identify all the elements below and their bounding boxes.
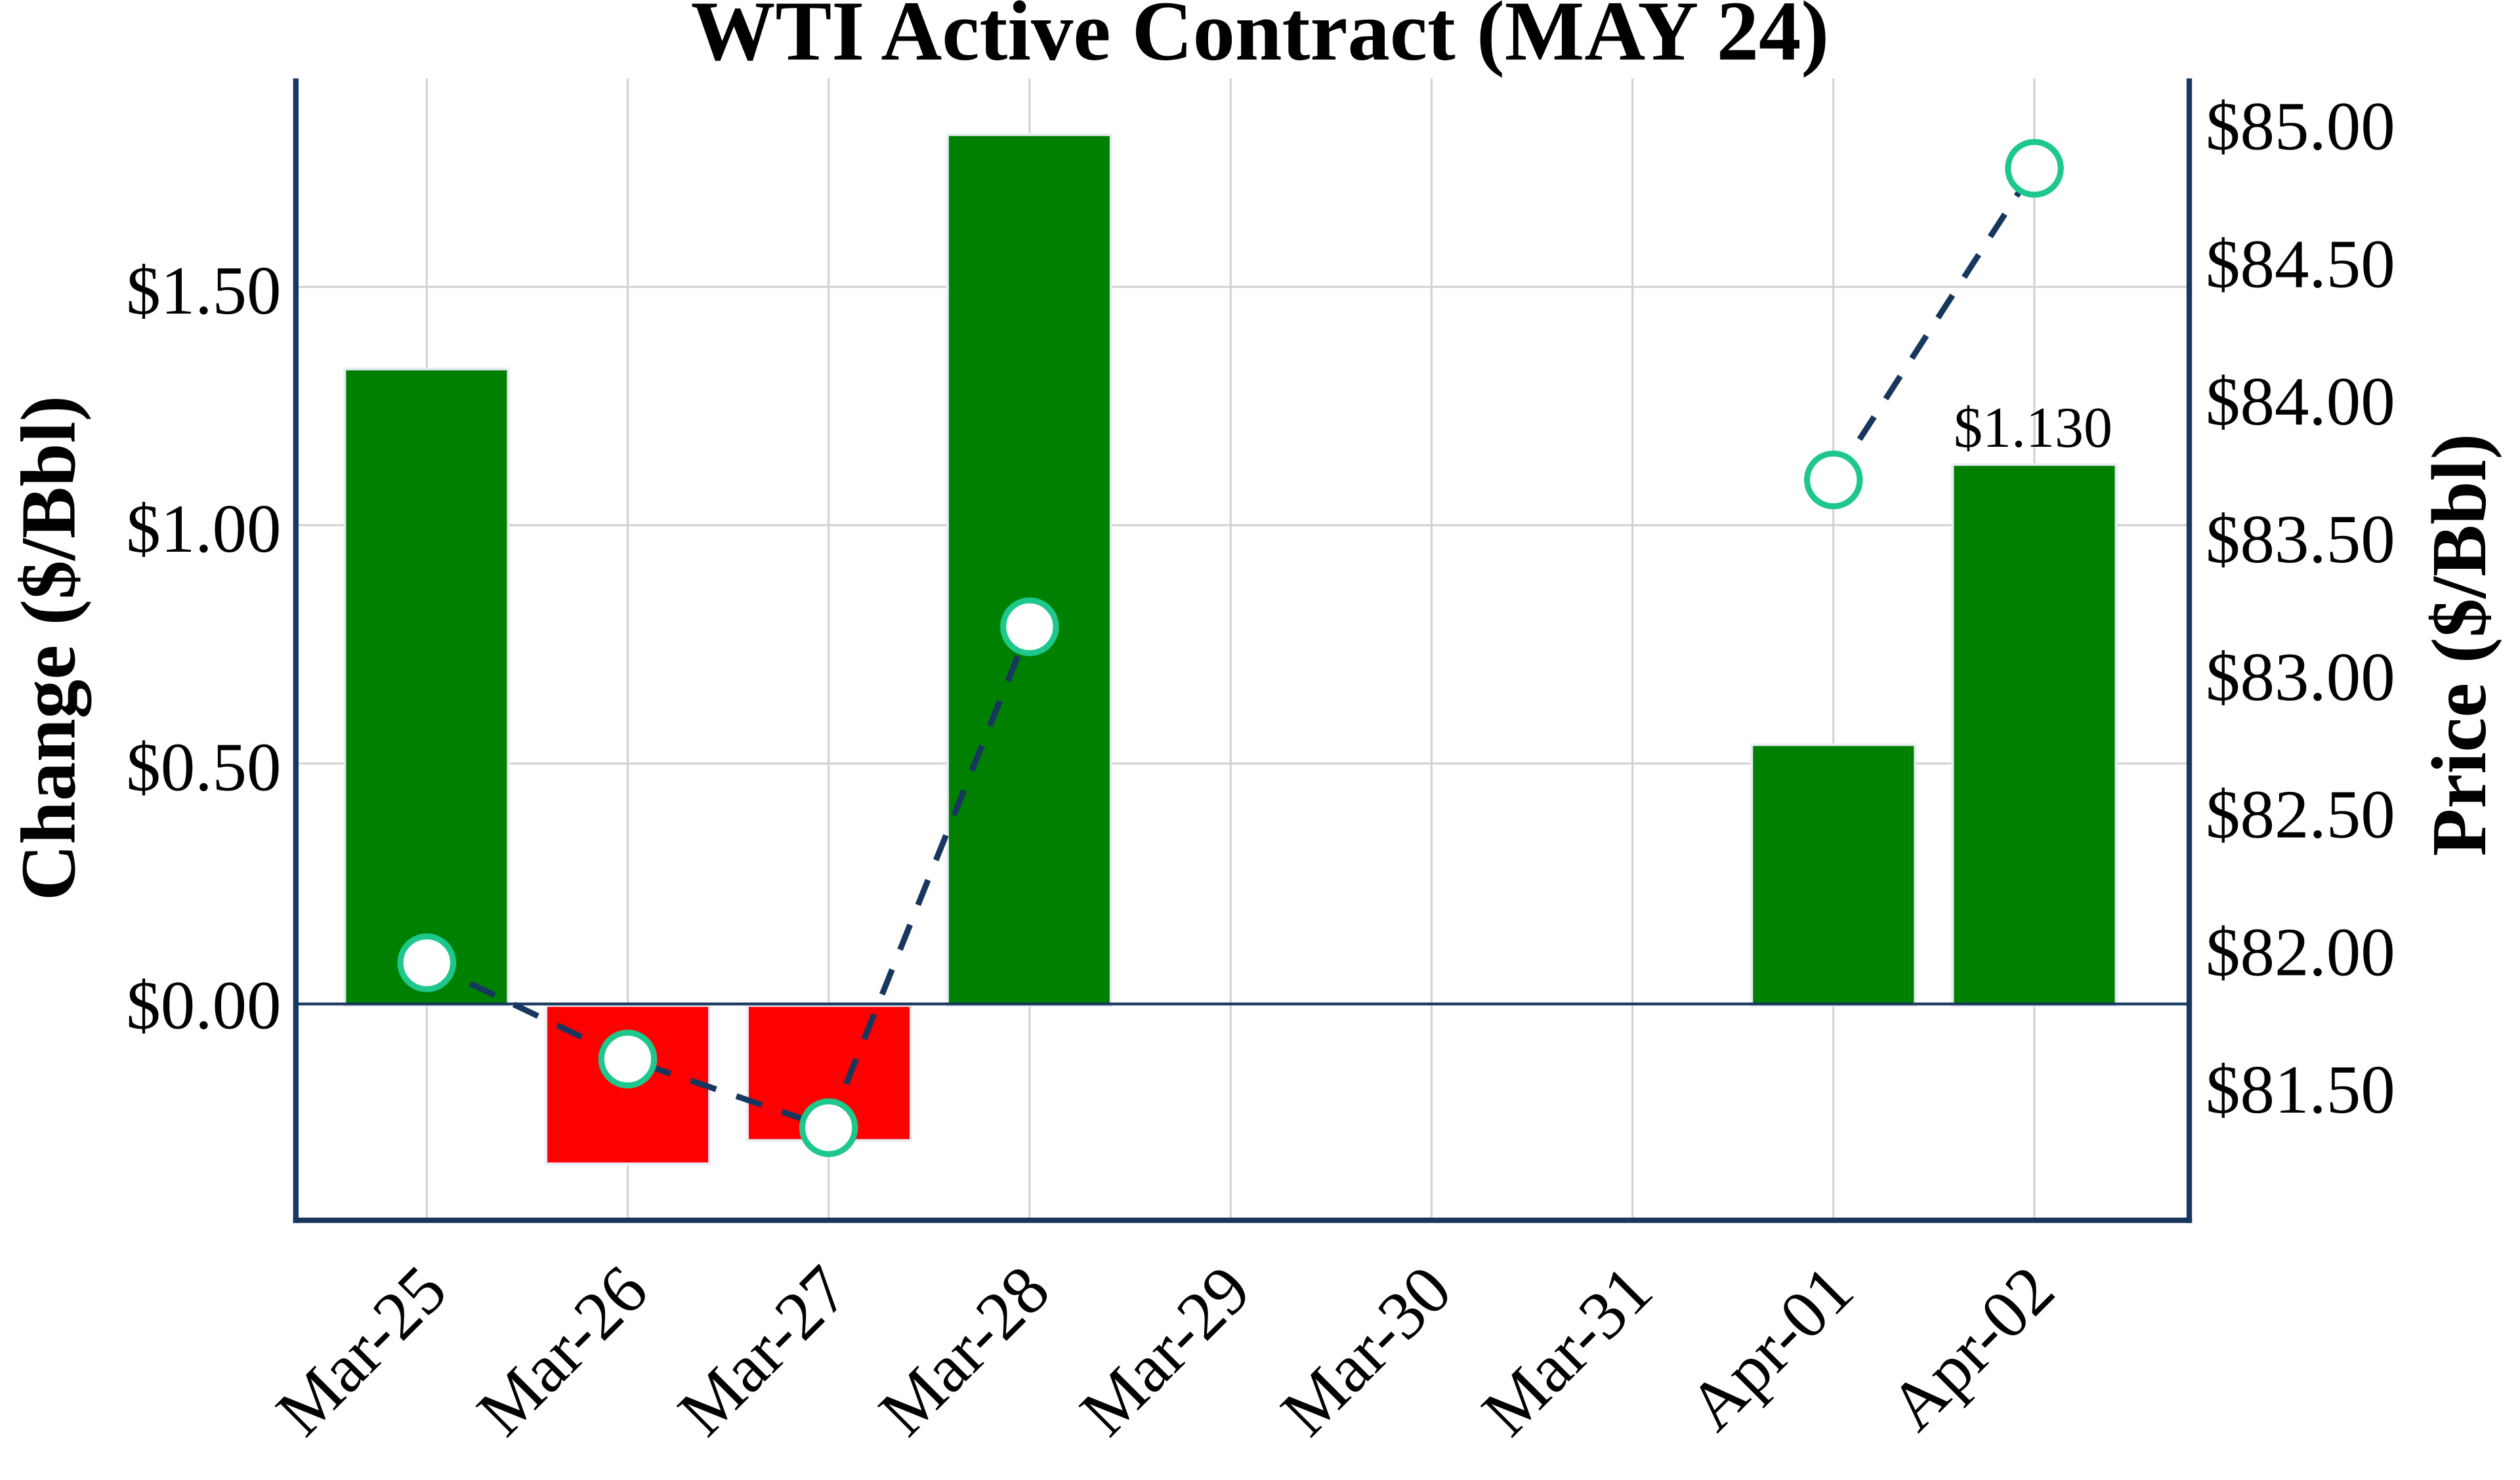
- svg-text:$83.50: $83.50: [2206, 501, 2395, 577]
- svg-text:$84.00: $84.00: [2206, 363, 2395, 440]
- svg-text:$82.00: $82.00: [2206, 913, 2395, 990]
- svg-text:WTI Active Contract (MAY 24): WTI Active Contract (MAY 24): [691, 0, 1830, 79]
- svg-text:$1.00: $1.00: [126, 490, 281, 567]
- svg-text:$0.00: $0.00: [126, 967, 281, 1044]
- svg-text:$85.00: $85.00: [2206, 88, 2395, 165]
- svg-text:$83.00: $83.00: [2206, 638, 2395, 715]
- svg-text:$84.50: $84.50: [2206, 225, 2395, 302]
- svg-text:$1.50: $1.50: [126, 252, 281, 329]
- svg-text:$1.130: $1.130: [1954, 396, 2112, 460]
- svg-text:$81.50: $81.50: [2206, 1051, 2395, 1128]
- svg-text:Change ($/Bbl): Change ($/Bbl): [5, 396, 92, 901]
- svg-text:$82.50: $82.50: [2206, 776, 2395, 853]
- svg-text:$0.50: $0.50: [126, 728, 281, 805]
- svg-text:Price ($/Bbl): Price ($/Bbl): [2416, 434, 2502, 856]
